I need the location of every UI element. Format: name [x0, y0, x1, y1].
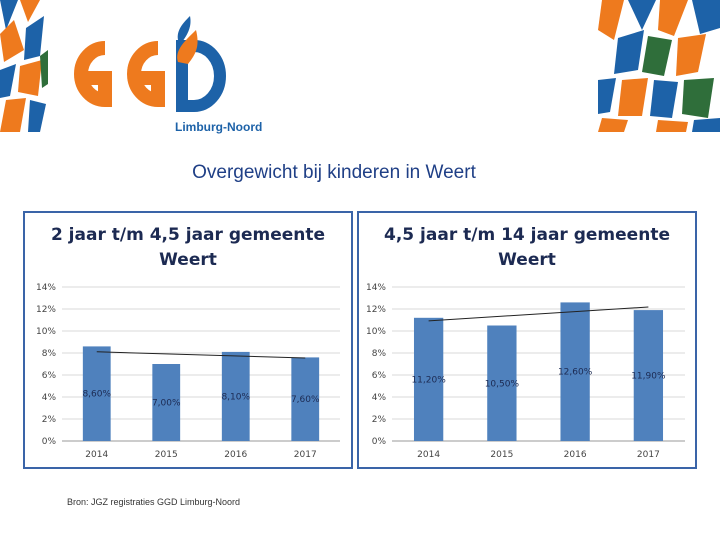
chart-title-line1: 2 jaar t/m 4,5 jaar gemeente — [50, 225, 326, 245]
x-tick-label: 2017 — [637, 450, 660, 460]
decorative-pattern-right — [598, 0, 720, 132]
chart-panel-young-children: 2 jaar t/m 4,5 jaar gemeente Weert 0% 2% 4… — [23, 211, 353, 469]
bar-2016 — [221, 351, 250, 441]
x-tick-label: 2014 — [85, 450, 108, 460]
y-tick-label: 0% — [42, 437, 57, 447]
y-tick-label: 8% — [372, 349, 387, 359]
y-tick-label: 2% — [42, 415, 57, 425]
y-tick-label: 6% — [42, 371, 57, 381]
bar-2015 — [152, 364, 181, 441]
y-tick-label: 6% — [372, 371, 387, 381]
x-tick-label: 2015 — [155, 450, 178, 460]
page-title: Overgewicht bij kinderen in Weert — [192, 162, 476, 183]
bar-2017 — [633, 310, 664, 441]
x-tick-label: 2014 — [417, 450, 440, 460]
x-tick-label: 2017 — [294, 450, 317, 460]
chart-panel-older-children: 4,5 jaar t/m 14 jaar gemeente Weert 0% 2%… — [357, 211, 697, 469]
bar-chart: 0% 2% 4% 6% 8% 10% 12% 14% 8,60% 2014 7,00% 2015 8,1… — [36, 283, 340, 460]
source-note: Bron: JGZ registraties GGD Limburg-Noord — [67, 497, 241, 507]
bar-2017 — [291, 357, 320, 441]
x-tick-label: 2016 — [564, 450, 587, 460]
data-label: 12,60% — [558, 368, 593, 378]
y-tick-label: 0% — [372, 437, 387, 447]
bar-2014 — [82, 346, 111, 441]
chart-title: 4,5 jaar t/m 14 jaar gemeente Weert — [359, 223, 695, 273]
chart-title: 2 jaar t/m 4,5 jaar gemeente Weert — [25, 223, 351, 273]
y-tick-label: 12% — [366, 305, 386, 315]
x-tick-label: 2016 — [224, 450, 247, 460]
y-tick-label: 14% — [366, 283, 386, 293]
bar-2014 — [413, 317, 444, 441]
y-tick-label: 4% — [372, 393, 387, 403]
y-tick-label: 4% — [42, 393, 57, 403]
data-label: 10,50% — [485, 379, 520, 389]
chart-title-line2: Weert — [159, 250, 217, 270]
x-tick-label: 2015 — [490, 450, 513, 460]
decorative-pattern-left — [0, 0, 48, 132]
trendline — [96, 351, 306, 359]
trendline — [428, 306, 649, 322]
logo-subtitle: Limburg-Noord — [175, 120, 262, 134]
data-label: 11,20% — [411, 375, 446, 385]
y-tick-label: 10% — [36, 327, 56, 337]
bar-2015 — [487, 325, 517, 441]
y-tick-label: 10% — [366, 327, 386, 337]
bar-chart: 0% 2% 4% 6% 8% 10% 12% 14% 11,20% 2014 10,50% 2015 1… — [366, 283, 685, 460]
ggd-logo: Limburg-Noord — [74, 16, 262, 134]
y-tick-label: 14% — [36, 283, 56, 293]
y-tick-label: 2% — [372, 415, 387, 425]
data-label: 7,60% — [291, 395, 320, 405]
bar-2016 — [560, 302, 590, 441]
chart-title-line1: 4,5 jaar t/m 14 jaar gemeente — [384, 225, 670, 245]
data-label: 8,60% — [82, 390, 111, 400]
data-label: 11,90% — [631, 372, 666, 382]
chart-title-line2: Weert — [498, 250, 556, 270]
y-tick-label: 12% — [36, 305, 56, 315]
y-tick-label: 8% — [42, 349, 57, 359]
data-label: 7,00% — [152, 399, 181, 409]
data-label: 8,10% — [221, 392, 250, 402]
